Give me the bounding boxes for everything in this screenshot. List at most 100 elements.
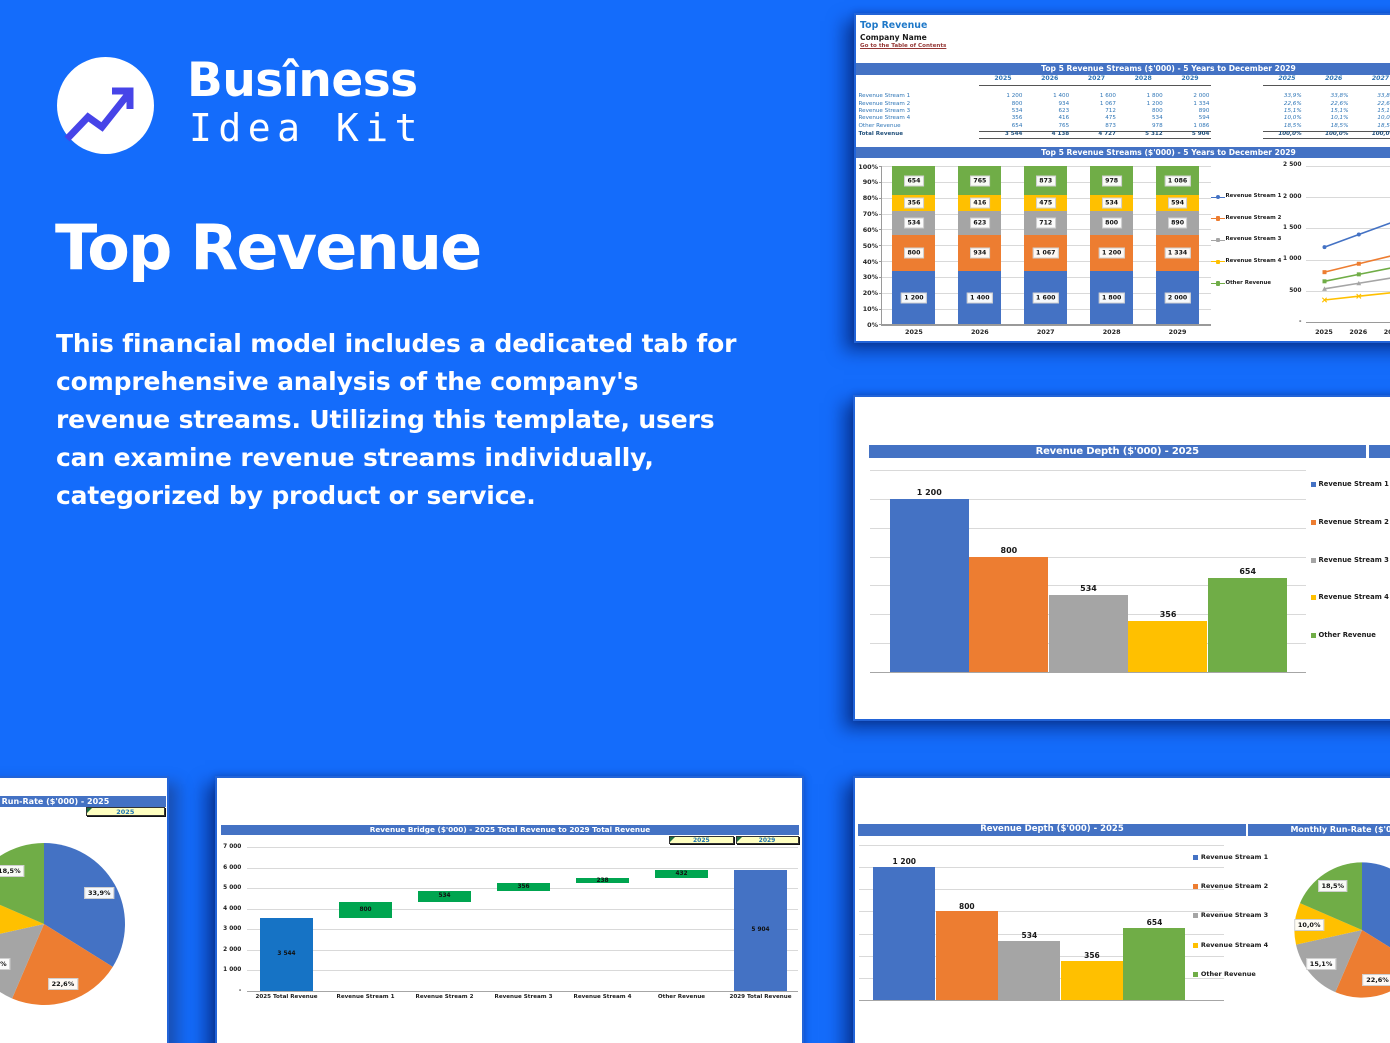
table-cell: 1 334 — [1193, 100, 1210, 107]
legend-swatch — [1311, 557, 1316, 563]
pct-cell: 22,6% — [1330, 100, 1349, 107]
hero-paragraph-line: This financial model includes a dedicate… — [56, 329, 737, 358]
table-cell: 1 800 — [1146, 93, 1163, 100]
y-tick — [878, 308, 881, 310]
legend-swatch — [1193, 854, 1199, 860]
segment-label: 1 200 — [900, 292, 928, 304]
legend-swatch — [1193, 942, 1199, 948]
table-year-header: 2026 — [1041, 74, 1059, 82]
line-chart: 2 500 2 000 1 500 1 000 500 - 2025 2026 2027 2028… — [856, 15, 1390, 341]
trend-arrow-icon — [64, 87, 134, 142]
y-tick — [878, 166, 881, 167]
next-section-banner — [1368, 444, 1390, 459]
table-year-header: 2028 — [1134, 74, 1152, 82]
bar-value-label: 654 — [1146, 918, 1163, 928]
x-axis-label: 2026 — [1349, 327, 1368, 336]
total-rule — [979, 130, 1211, 133]
revenue-depth-banner-2: Revenue Depth ($'000) - 2025 — [857, 824, 1246, 836]
table-cell: 1 067 — [1099, 100, 1116, 107]
gridline — [247, 929, 798, 931]
bridge-bar — [655, 869, 708, 879]
legend-label: Revenue Stream 4 — [1318, 593, 1389, 602]
bar-value-label: 1 200 — [916, 488, 942, 498]
gridline — [858, 911, 1224, 913]
bridge-bar — [260, 918, 313, 991]
pct-cell: 22,6% — [1283, 100, 1302, 107]
y-axis-label: - — [1299, 319, 1302, 326]
revenue-depth-chart-2: 1 200 800 534 356 654 Revenue Stream 1 Revenue… — [855, 778, 1390, 1043]
table-cell: 534 — [1011, 107, 1023, 114]
segment-label: 534 — [1101, 197, 1122, 209]
dropdown-corner-icon — [736, 837, 742, 842]
gridline — [881, 324, 1211, 326]
year-dropdown[interactable]: 2025 — [85, 807, 166, 817]
table-cell: 2 000 — [1193, 93, 1210, 100]
table-cell: 1 400 — [1053, 93, 1070, 100]
table-row-label: Revenue Stream 2 — [858, 100, 911, 107]
dropdown-corner-icon — [86, 808, 92, 814]
y-axis-label: 0% — [867, 321, 878, 329]
pct-cell: 18,5% — [1330, 122, 1349, 129]
depth-bar — [872, 866, 936, 1001]
revenue-bridge-panel: Revenue Bridge ($'000) - 2025 Total Reve… — [215, 775, 804, 1043]
x-axis-label: 2029 — [1168, 327, 1187, 336]
gridline — [247, 970, 798, 972]
bar-value-label: 654 — [1239, 567, 1257, 577]
y-tick — [878, 229, 881, 231]
hero-paragraph: This financial model includes a dedicate… — [56, 325, 816, 515]
segment-label: 1 800 — [1098, 292, 1125, 304]
y-axis-label: 70% — [862, 210, 878, 219]
gridline — [858, 933, 1224, 935]
table-cell: 873 — [1105, 122, 1116, 129]
y-axis-label: 60% — [862, 225, 878, 234]
segment-label: 2 000 — [1164, 292, 1191, 304]
hero-paragraph-line: revenue streams. Utilizing this template… — [56, 405, 715, 434]
run-rate-banner: Monthly Run-Rate ($'000) - 2025 — [0, 795, 166, 807]
y-axis-label: 50% — [862, 241, 878, 250]
gridline — [1305, 290, 1390, 292]
y-axis-label: 100% — [858, 162, 878, 171]
y-axis-label: 4 000 — [223, 905, 242, 912]
pct-cell: 15,1% — [1330, 107, 1349, 114]
pct-cell: 33,8% — [1377, 93, 1390, 100]
pie-value-label: 15,1% — [1306, 957, 1336, 970]
legend-swatch — [1311, 482, 1316, 488]
pct-total-cell: 100,0% — [1325, 130, 1349, 137]
y-axis-label: 30% — [862, 273, 878, 282]
pct-year-header: 2025 — [1278, 74, 1296, 82]
gridline — [247, 991, 798, 993]
bridge-value-label: 238 — [596, 877, 609, 884]
legend-label: Revenue Stream 2 — [1318, 517, 1389, 526]
table-banner: Top 5 Revenue Streams ($'000) - 5 Years … — [855, 63, 1390, 75]
year-to-dropdown[interactable]: 2029 — [735, 836, 799, 844]
table-cell: 534 — [1151, 115, 1163, 122]
year-from-dropdown[interactable]: 2025 — [669, 836, 734, 844]
y-axis-label: 90% — [862, 178, 878, 187]
stacked-bar-chart: 0% 10% 20% 30% 40% 50% 60% 70% 80% 90% 100% 1 200 80… — [856, 15, 1390, 341]
pct-cell: 18,5% — [1377, 122, 1390, 129]
header-rule — [979, 85, 1211, 87]
legend-swatch — [1193, 913, 1199, 919]
table-row-label: Revenue Stream 1 — [858, 93, 911, 100]
gridline — [1305, 322, 1390, 324]
table-cell: 654 — [1011, 122, 1023, 129]
gridline — [247, 867, 798, 869]
gridline — [858, 866, 1224, 868]
segment-label: 534 — [903, 217, 924, 229]
table-total-cell: 4 727 — [1098, 130, 1116, 137]
hero-paragraph-line: categorized by product or service. — [56, 481, 536, 510]
segment-label: 1 086 — [1164, 175, 1191, 187]
table-cell: 800 — [1151, 107, 1163, 114]
legend-label: Revenue Stream 2 — [1225, 214, 1282, 221]
y-tick — [878, 197, 881, 199]
pct-cell: 18,5% — [1283, 122, 1302, 129]
pie-value-label: 18,5% — [0, 865, 25, 878]
x-axis-label: Revenue Stream 3 — [494, 994, 553, 1000]
legend-label: Revenue Stream 4 — [1225, 258, 1282, 264]
table-total-cell: 5 904 — [1191, 130, 1210, 137]
table-of-contents-link[interactable]: Go to the Table of Contents — [860, 42, 947, 49]
y-axis-label: 7 000 — [223, 844, 242, 850]
line-chart-svg — [1321, 222, 1390, 303]
y-axis-label: 6 000 — [223, 864, 242, 871]
y-axis-label: 2 000 — [223, 946, 242, 953]
